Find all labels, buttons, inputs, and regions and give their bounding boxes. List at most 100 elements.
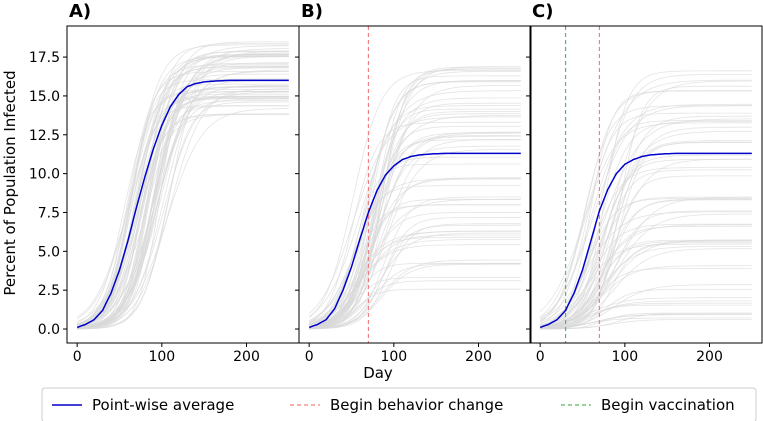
legend-entry-vaccination: Begin vaccination [561, 396, 735, 414]
legend-label-behavior: Begin behavior change [330, 396, 503, 414]
simulation-line [309, 198, 521, 325]
simulation-line [309, 263, 521, 330]
simulation-line [309, 163, 521, 327]
simulation-line [540, 210, 752, 329]
panel-title: A) [69, 1, 91, 22]
simulation-line [539, 105, 752, 322]
simulation-line [309, 276, 521, 329]
simulation-line [77, 44, 289, 326]
simulation-line [540, 175, 752, 330]
legend-frame [41, 387, 757, 421]
simulation-line [77, 91, 289, 329]
simulation-line [309, 68, 521, 329]
average-line [539, 152, 752, 329]
y-tick-label: 10.0 [29, 167, 60, 183]
simulation-line [540, 90, 752, 328]
panel-title: C) [532, 1, 553, 22]
simulation-line [309, 97, 521, 326]
simulation-line [309, 262, 521, 329]
simulation-line [309, 196, 521, 330]
simulation-line [76, 85, 289, 318]
x-tick-label: 0 [305, 349, 314, 365]
y-tick-label: 12.5 [29, 128, 60, 144]
simulation-lines [308, 66, 521, 330]
x-tick-label: 200 [465, 349, 492, 365]
simulation-line [540, 213, 752, 328]
simulation-line [540, 284, 752, 329]
x-tick-label: 100 [380, 349, 407, 365]
x-tick-label: 100 [611, 349, 638, 365]
simulation-line [309, 70, 521, 328]
plot-frame [529, 25, 763, 344]
simulation-line [77, 66, 289, 328]
x-axis-label: Day [363, 364, 393, 382]
legend: Point-wise average Begin behavior change… [41, 387, 757, 421]
simulation-line [540, 211, 752, 321]
simulation-line [77, 98, 289, 329]
simulation-line [309, 85, 521, 328]
simulation-line [540, 314, 752, 329]
y-axis-label: Percent of Population Infected [1, 70, 19, 295]
simulation-line [309, 121, 521, 324]
simulation-lines [76, 41, 289, 330]
simulation-line [309, 132, 521, 329]
simulation-lines [539, 70, 752, 330]
simulation-line [309, 230, 521, 324]
simulation-line [540, 240, 752, 328]
simulation-line [309, 239, 521, 324]
simulation-line [309, 178, 521, 323]
simulation-line [539, 79, 752, 312]
simulation-line [77, 43, 289, 329]
simulation-line [77, 56, 289, 330]
simulation-line [540, 224, 752, 326]
x-tick-label: 200 [233, 349, 260, 365]
simulation-line [309, 185, 521, 326]
simulation-line [540, 304, 752, 330]
y-tick-label: 5.0 [38, 244, 60, 260]
simulation-line [540, 225, 752, 329]
simulation-line [540, 243, 752, 326]
simulation-line [540, 196, 752, 329]
y-tick-label: 7.5 [38, 205, 60, 221]
legend-label-vaccination: Begin vaccination [601, 396, 735, 414]
y-tick-label: 0.0 [38, 322, 60, 338]
panel-3: 0 100 200 C) [526, 1, 763, 365]
simulation-line [539, 90, 752, 322]
legend-entry-behavior: Begin behavior change [290, 396, 503, 414]
simulation-line [77, 100, 289, 329]
plot-frame [298, 25, 532, 344]
simulation-line [77, 91, 289, 327]
simulation-line [309, 177, 521, 329]
y-tick-label: 17.5 [29, 50, 60, 66]
average-line [76, 79, 289, 329]
simulation-line [309, 280, 521, 329]
simulation-line [309, 108, 521, 329]
panels-layer: 0 100 200 0.0 2.5 5.0 7.5 10.0 12.5 15.0 17.5 A) 0 10… [29, 1, 763, 365]
simulation-line [540, 268, 752, 329]
simulation-line [309, 216, 521, 330]
simulation-line [309, 102, 521, 329]
simulation-line [540, 120, 752, 329]
simulation-line [540, 130, 752, 324]
x-tick-label: 200 [696, 349, 723, 365]
simulation-line [540, 70, 752, 329]
simulation-line [540, 169, 752, 329]
simulation-line [540, 158, 752, 328]
simulation-line [540, 112, 752, 325]
panel-2: 0 100 200 B) [295, 1, 532, 365]
simulation-line [308, 69, 521, 318]
simulation-line [540, 167, 752, 326]
simulation-line [309, 115, 521, 322]
simulation-line [77, 62, 289, 329]
simulation-line [309, 135, 521, 322]
y-tick-label: 2.5 [38, 283, 60, 299]
simulation-line [309, 204, 521, 328]
simulation-line [77, 55, 289, 327]
simulation-line [308, 90, 521, 317]
legend-label-average: Point-wise average [92, 396, 234, 414]
x-tick-label: 100 [148, 349, 175, 365]
simulation-line [309, 81, 521, 328]
y-tick-label: 15.0 [29, 89, 60, 105]
simulation-line [77, 53, 289, 330]
